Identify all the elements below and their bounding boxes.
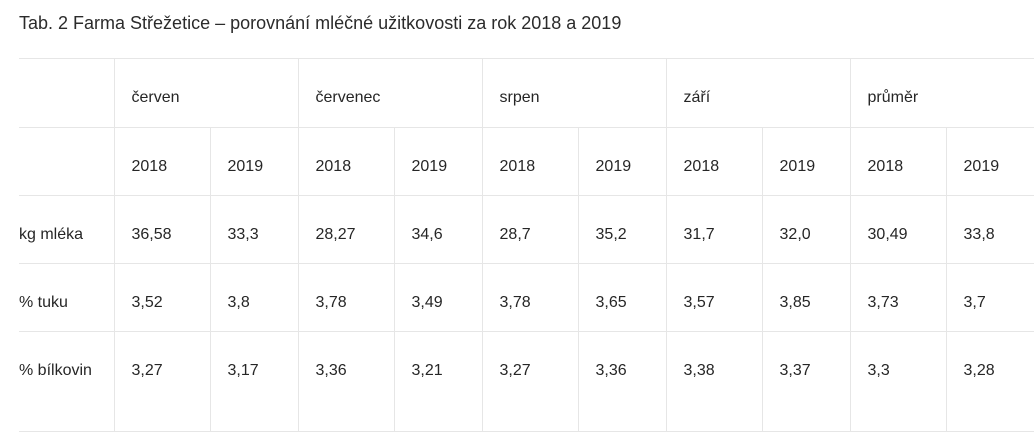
table-cell: 34,6 [393, 195, 483, 264]
year-header-row: 2018 2019 2018 2019 2018 2019 2018 2019 … [19, 127, 1035, 196]
month-header: průměr [849, 58, 1035, 128]
month-header-row: červen červenec srpen září průměr [19, 58, 1035, 128]
table-cell: 3,49 [393, 263, 483, 332]
row-label: kg mléka [19, 195, 114, 264]
table-cell: 3,28 [945, 331, 1035, 432]
table-row: % bílkovin 3,27 3,17 3,36 3,21 3,27 3,36… [19, 331, 1035, 432]
table-cell: 3,17 [209, 331, 298, 432]
year-header: 2019 [577, 127, 667, 196]
table-cell: 35,2 [577, 195, 667, 264]
table-cell: 3,37 [761, 331, 851, 432]
table-cell: 3,65 [577, 263, 667, 332]
year-header: 2018 [849, 127, 947, 196]
table-row: kg mléka 36,58 33,3 28,27 34,6 28,7 35,2… [19, 195, 1035, 264]
corner-cell [19, 58, 114, 128]
table-cell: 3,36 [297, 331, 394, 432]
table-cell: 3,3 [849, 331, 947, 432]
year-header: 2019 [945, 127, 1035, 196]
table-cell: 33,3 [209, 195, 298, 264]
table-cell: 3,38 [665, 331, 763, 432]
year-header: 2019 [393, 127, 483, 196]
milk-yield-table: červen červenec srpen září průměr 2018 2… [19, 58, 1035, 432]
table-cell: 31,7 [665, 195, 763, 264]
table-cell: 30,49 [849, 195, 947, 264]
table-cell: 33,8 [945, 195, 1035, 264]
year-header: 2018 [297, 127, 394, 196]
table-cell: 3,7 [945, 263, 1035, 332]
year-header: 2018 [113, 127, 210, 196]
table-cell: 3,36 [577, 331, 667, 432]
table-cell: 3,8 [209, 263, 298, 332]
year-header: 2019 [209, 127, 298, 196]
table-cell: 3,85 [761, 263, 851, 332]
row-header-empty [19, 127, 114, 196]
month-header: červen [113, 58, 298, 128]
year-header: 2018 [481, 127, 579, 196]
table-cell: 3,52 [113, 263, 210, 332]
table-cell: 28,7 [481, 195, 579, 264]
table-cell: 3,21 [393, 331, 483, 432]
year-header: 2019 [761, 127, 851, 196]
year-header: 2018 [665, 127, 763, 196]
table-cell: 32,0 [761, 195, 851, 264]
table-cell: 3,73 [849, 263, 947, 332]
month-header: září [665, 58, 851, 128]
table-cell: 3,27 [481, 331, 579, 432]
row-label: % bílkovin [19, 331, 114, 432]
row-label: % tuku [19, 263, 114, 332]
table-cell: 3,78 [481, 263, 579, 332]
month-header: srpen [481, 58, 667, 128]
table-cell: 36,58 [113, 195, 210, 264]
table-row: % tuku 3,52 3,8 3,78 3,49 3,78 3,65 3,57… [19, 263, 1035, 332]
table-cell: 28,27 [297, 195, 394, 264]
table-cell: 3,27 [113, 331, 210, 432]
month-header: červenec [297, 58, 483, 128]
table-caption: Tab. 2 Farma Střežetice – porovnání mléč… [19, 13, 622, 33]
table-cell: 3,57 [665, 263, 763, 332]
table-cell: 3,78 [297, 263, 394, 332]
